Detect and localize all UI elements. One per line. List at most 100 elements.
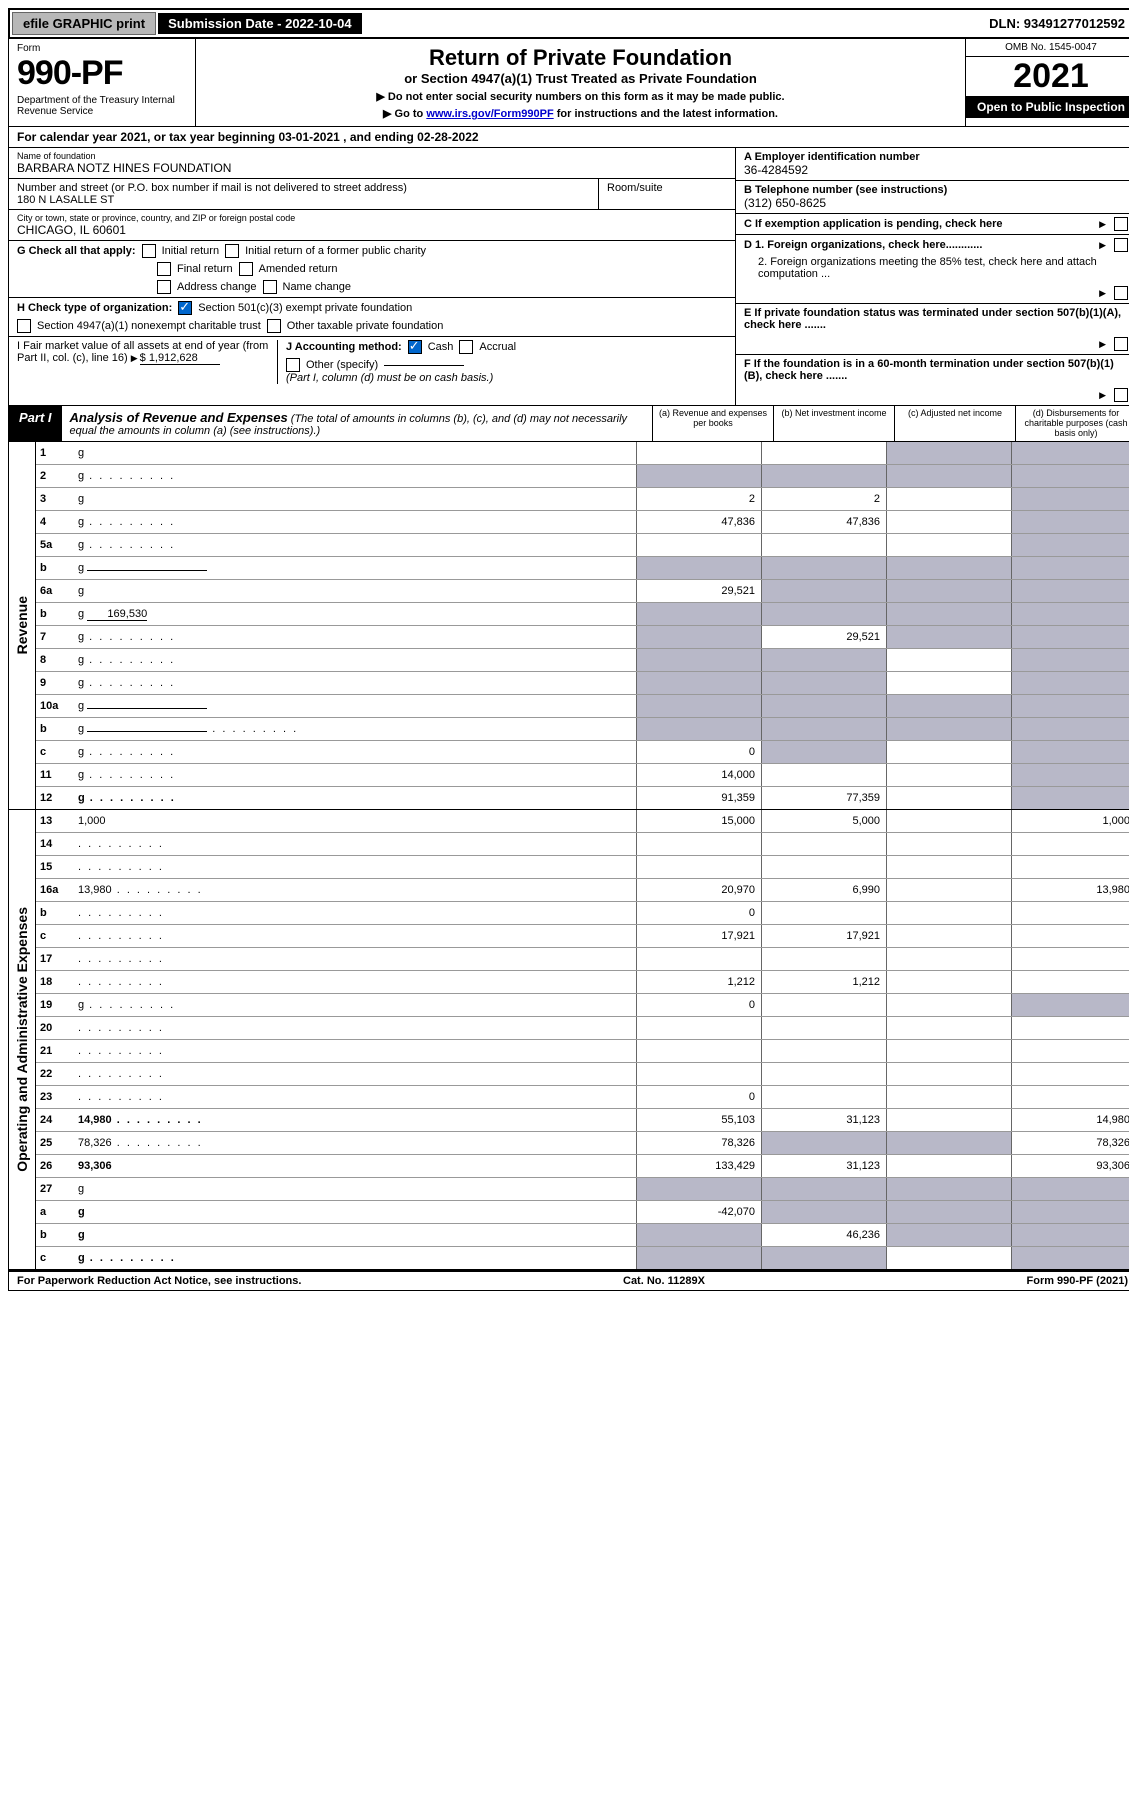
table-row: ag-42,070 [36,1201,1129,1224]
cell-value [1011,1086,1129,1108]
cell-value [1011,1017,1129,1039]
cell-gray [886,442,1011,464]
ein-value: 36-4284592 [744,163,1128,177]
other-taxable-checkbox[interactable] [267,319,281,333]
omb-number: OMB No. 1545-0047 [966,39,1129,57]
table-row: 15 [36,856,1129,879]
cell-value [886,994,1011,1016]
row-num: 23 [36,1089,74,1105]
e-checkbox[interactable] [1114,337,1128,351]
ein-label: A Employer identification number [744,151,1128,163]
row-num: 9 [36,675,74,691]
row-num: 7 [36,629,74,645]
tax-year: 2021 [966,57,1129,96]
row-num: 22 [36,1066,74,1082]
part1-tag: Part I [9,406,62,441]
table-row: 8g [36,649,1129,672]
cell-value: 55,103 [636,1109,761,1131]
cell-gray [1011,1201,1129,1223]
cell-value [636,1017,761,1039]
row-num: 8 [36,652,74,668]
phone-label: B Telephone number (see instructions) [744,184,1128,196]
cell-gray [1011,994,1129,1016]
address-change-checkbox[interactable] [157,280,171,294]
accrual-checkbox[interactable] [459,340,473,354]
efile-print-button[interactable]: efile GRAPHIC print [12,12,156,35]
row-num: 18 [36,974,74,990]
name-change-checkbox[interactable] [263,280,277,294]
c-checkbox[interactable] [1114,217,1128,231]
cell-value: 47,836 [761,511,886,533]
cell-value [886,902,1011,924]
initial-return-checkbox[interactable] [142,244,156,258]
cell-value: 0 [636,1086,761,1108]
cell-value: 47,836 [636,511,761,533]
final-return-checkbox[interactable] [157,262,171,276]
calendar-year-line: For calendar year 2021, or tax year begi… [8,127,1129,148]
form-number: 990-PF [17,54,187,93]
cell-gray [761,741,886,763]
cell-value [636,856,761,878]
row-desc [74,1089,636,1105]
cell-value: 1,212 [761,971,886,993]
initial-public-checkbox[interactable] [225,244,239,258]
row-desc: g [74,675,636,691]
cell-gray [636,718,761,740]
cell-value: 93,306 [1011,1155,1129,1177]
cell-value [886,764,1011,786]
cell-value: -42,070 [636,1201,761,1223]
other-method-checkbox[interactable] [286,358,300,372]
cell-value [761,1063,886,1085]
table-row: 22 [36,1063,1129,1086]
cell-value [636,1063,761,1085]
form-ref: Form 990-PF (2021) [1027,1275,1128,1287]
col-c-header: (c) Adjusted net income [894,406,1015,441]
irs-link[interactable]: www.irs.gov/Form990PF [426,108,553,120]
cell-value: 17,921 [636,925,761,947]
cell-value: 31,123 [761,1155,886,1177]
4947-checkbox[interactable] [17,319,31,333]
row-num: b [36,560,74,576]
cell-gray [886,465,1011,487]
cash-checkbox[interactable] [408,340,422,354]
cell-value [1011,1040,1129,1062]
table-row: 20 [36,1017,1129,1040]
cell-value [761,534,886,556]
row-num: 19 [36,997,74,1013]
amended-return-checkbox[interactable] [239,262,253,276]
row-desc: g [74,790,636,806]
cell-gray [636,557,761,579]
table-row: b0 [36,902,1129,925]
d2-checkbox[interactable] [1114,286,1128,300]
501c3-checkbox[interactable] [178,301,192,315]
table-row: bg [36,557,1129,580]
cell-value [761,948,886,970]
cell-value: 20,970 [636,879,761,901]
cell-value [1011,948,1129,970]
cell-value: 5,000 [761,810,886,832]
row-num: 21 [36,1043,74,1059]
cell-gray [1011,465,1129,487]
row-desc: g [74,560,636,576]
cell-gray [761,1132,886,1154]
col-b-header: (b) Net investment income [773,406,894,441]
row-desc: g 169,530 [74,606,636,623]
cell-value: 14,000 [636,764,761,786]
cell-value: 0 [636,994,761,1016]
row-desc [74,1066,636,1082]
row-num: 12 [36,790,74,806]
expense-label: Operating and Administrative Expenses [14,907,30,1172]
cell-gray [886,603,1011,625]
cell-gray [1011,764,1129,786]
table-row: 6ag29,521 [36,580,1129,603]
form-title: Return of Private Foundation [202,45,959,71]
cell-gray [761,672,886,694]
d1-checkbox[interactable] [1114,238,1128,252]
cell-value [886,1247,1011,1269]
form-label: Form [17,43,187,54]
part1-header: Part I Analysis of Revenue and Expenses … [8,406,1129,442]
row-num: 20 [36,1020,74,1036]
f-checkbox[interactable] [1114,388,1128,402]
row-num: 24 [36,1112,74,1128]
room-label: Room/suite [607,182,727,194]
